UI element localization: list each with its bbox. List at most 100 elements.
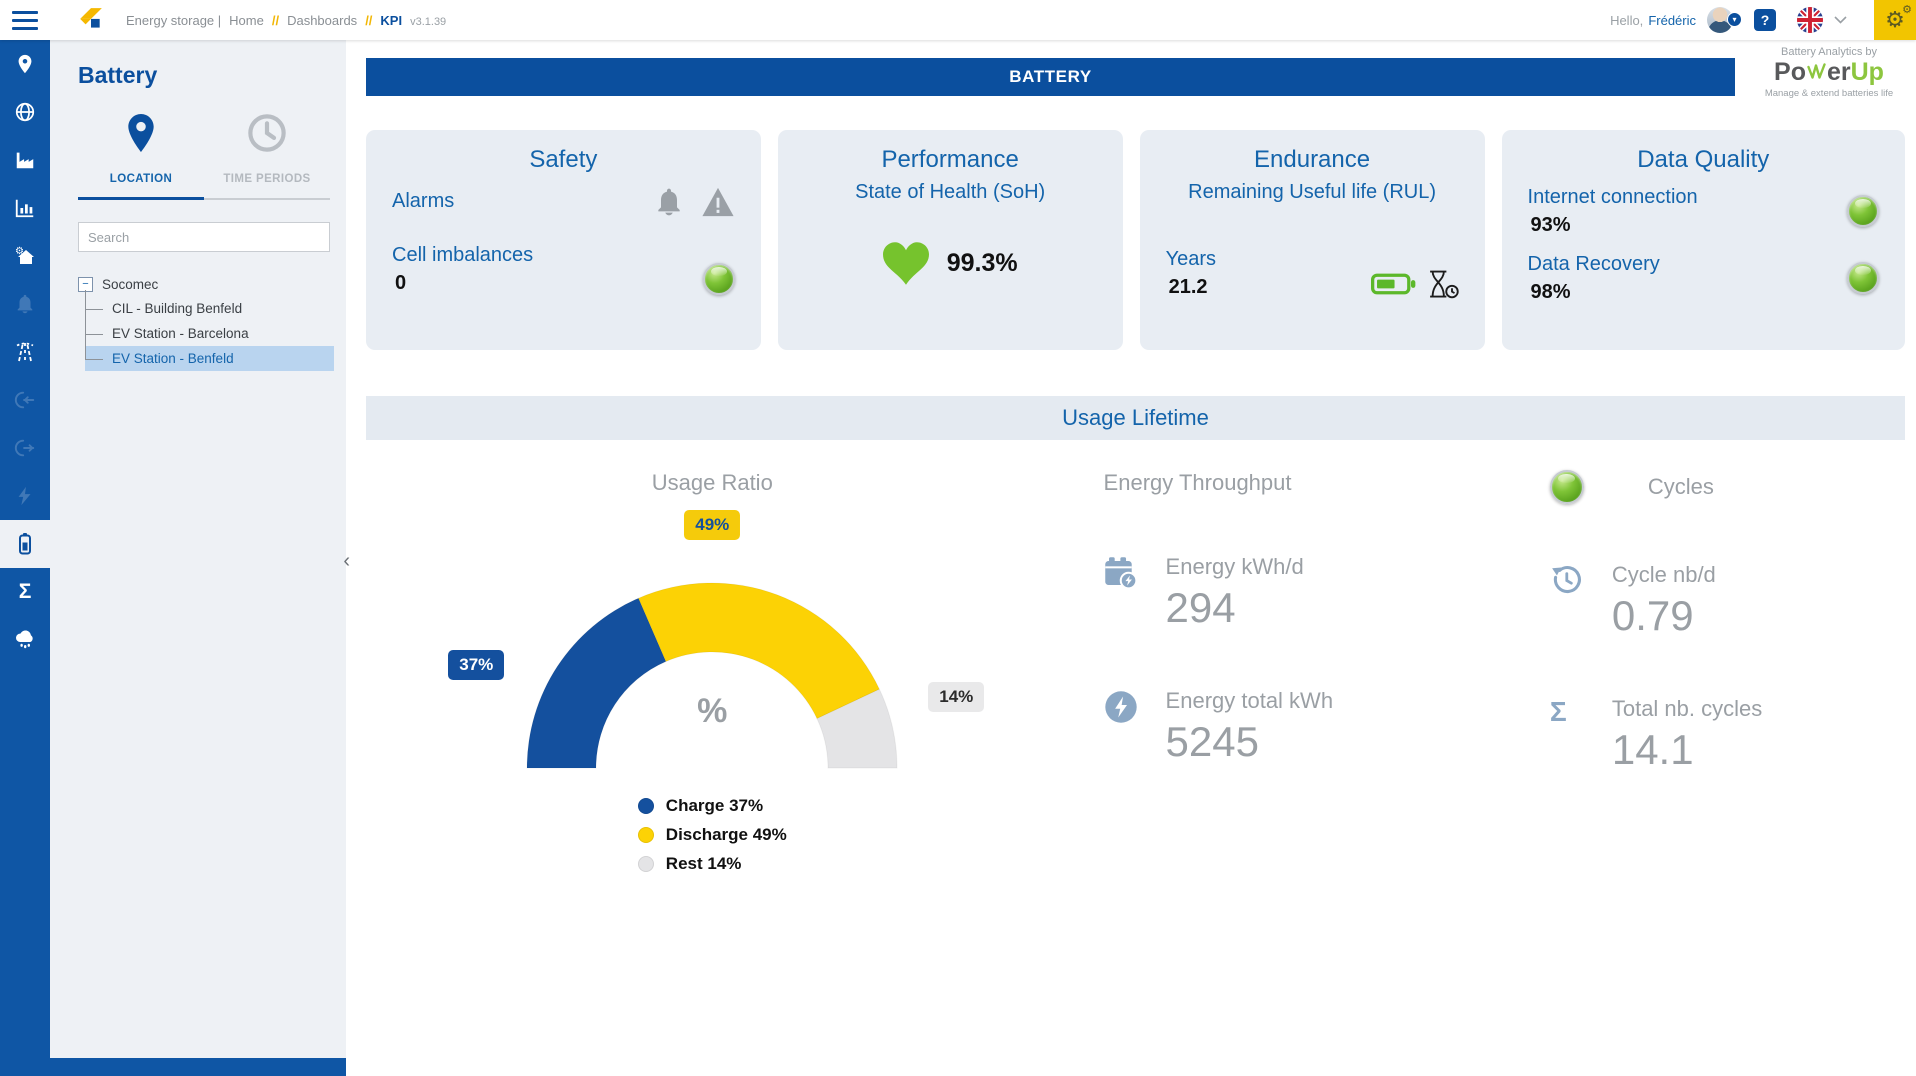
- alarm-bell-icon: [658, 188, 680, 216]
- cycles-section: Cycles Cycle nb/d 0.79: [1505, 469, 1905, 881]
- usage-ratio-gauge: 49% 37% 14% %: [448, 509, 985, 778]
- language-chevron-down-icon[interactable]: [1834, 16, 1847, 24]
- user-avatar[interactable]: ▾: [1707, 7, 1742, 33]
- main-content: BATTERY Battery Analytics by Po er Up Mana…: [346, 40, 1916, 1076]
- help-icon[interactable]: ?: [1754, 9, 1776, 31]
- years-value: 21.2: [1168, 275, 1208, 298]
- sidebar-item-rain-cloud-icon[interactable]: [0, 616, 50, 664]
- health-heart-icon: [882, 241, 929, 285]
- soh-value: 99.3%: [946, 248, 1018, 277]
- years-label: Years: [1165, 247, 1217, 270]
- energy-total-metric: Energy total kWh 5245: [1104, 688, 1505, 764]
- endurance-card: Endurance Remaining Useful life (RUL) Ye…: [1139, 129, 1485, 350]
- legend-item-rest: Rest 14%: [637, 852, 787, 876]
- charge-legend-dot: [637, 797, 654, 814]
- endurance-title: Endurance: [1254, 145, 1371, 173]
- sidebar-item-globe-icon[interactable]: [0, 88, 50, 136]
- legend-item-charge: Charge 37%: [637, 794, 787, 818]
- breadcrumb-separator: //: [365, 12, 373, 28]
- sidebar-item-factory-icon[interactable]: [0, 136, 50, 184]
- clock-icon: [204, 107, 330, 159]
- soh-label: State of Health (SoH): [855, 180, 1046, 203]
- sidebar-item-road-icon[interactable]: [0, 328, 50, 376]
- powerup-brand: Battery Analytics by Po er Up Manage & ext…: [1753, 46, 1905, 99]
- tree-item-cil-building-benfeld[interactable]: CIL - Building Benfeld: [85, 290, 334, 321]
- cycles-status-led: [1549, 469, 1584, 504]
- socomec-logo: [78, 7, 104, 33]
- settings-gears-icon[interactable]: ⚙ ⚙: [1874, 0, 1916, 40]
- internet-status-led: [1847, 195, 1879, 228]
- rest-percentage-badge: 14%: [928, 681, 985, 712]
- top-bar: Energy storage | Home // Dashboards // K…: [0, 0, 1916, 40]
- sigma-icon: Σ: [1549, 695, 1567, 727]
- sidebar-item-sigma-icon[interactable]: Σ: [18, 580, 32, 603]
- sidebar-item-bar-chart-icon[interactable]: [0, 184, 50, 232]
- performance-card: Performance State of Health (SoH) 99.3%: [777, 129, 1123, 350]
- data-quality-card: Data Quality Internet connection 93% Dat…: [1501, 129, 1905, 350]
- sidebar-item-battery-icon[interactable]: [0, 520, 50, 568]
- gauge-unit-label: %: [697, 691, 728, 730]
- gauge-segment-discharge: [638, 582, 881, 720]
- legend-item-discharge: Discharge 49%: [637, 823, 787, 847]
- search-input[interactable]: [78, 222, 330, 252]
- sidebar-item-lightning-icon[interactable]: [0, 472, 50, 520]
- safety-card: Safety Alarms Cell imbalances 0: [366, 129, 761, 350]
- discharge-percentage-badge: 49%: [684, 509, 741, 540]
- app-version: v3.1.39: [410, 15, 447, 28]
- gauge-segment-rest: [816, 688, 898, 769]
- svg-text:⚙: ⚙: [15, 246, 24, 257]
- icon-sidebar: ⚙: [0, 40, 50, 1076]
- panel-tabs: LOCATION TIME PERIODS: [78, 107, 330, 200]
- warning-triangle-icon: [702, 187, 734, 216]
- uk-flag-icon[interactable]: [1797, 7, 1823, 33]
- panel-title: Battery: [78, 62, 158, 88]
- discharge-legend-dot: [637, 826, 654, 843]
- rul-label: Remaining Useful life (RUL): [1188, 180, 1436, 203]
- energy-per-day-metric: Energy kWh/d 294: [1104, 554, 1505, 630]
- tree-item-ev-station-benfeld[interactable]: EV Station - Benfeld: [85, 340, 334, 371]
- breadcrumb-home[interactable]: Home: [229, 12, 264, 28]
- cycles-title: Cycles: [1647, 473, 1714, 499]
- breadcrumb-kpi[interactable]: KPI: [380, 12, 403, 28]
- gauge-chart: [526, 582, 898, 769]
- gauge-legend: Charge 37% Discharge 49% Rest 14%: [637, 794, 787, 876]
- tab-location[interactable]: LOCATION: [78, 107, 204, 200]
- gauge-segment-charge: [526, 597, 667, 769]
- breadcrumb-dashboards[interactable]: Dashboards: [287, 12, 358, 28]
- panel-footer-bar: [50, 1058, 346, 1076]
- sidebar-item-bell-icon[interactable]: [0, 280, 50, 328]
- location-pin-icon: [78, 107, 204, 159]
- data-quality-title: Data Quality: [1637, 145, 1770, 173]
- cell-imbalances-value: 0: [395, 271, 407, 294]
- tree-item-ev-station-barcelona[interactable]: EV Station - Barcelona: [85, 315, 334, 346]
- data-recovery-value: 98%: [1530, 280, 1571, 303]
- alarms-label: Alarms: [392, 190, 455, 213]
- cell-imbalances-label: Cell imbalances: [392, 243, 534, 266]
- energy-throughput-section: Energy Throughput Ene: [1059, 470, 1505, 881]
- performance-title: Performance: [881, 145, 1019, 173]
- lightning-circle-icon: [1104, 691, 1137, 723]
- sidebar-item-logout-arrow-icon[interactable]: [0, 424, 50, 472]
- usage-ratio-section: Usage Ratio 49% 37% 14% % Charge 37% Di: [366, 470, 1059, 881]
- filter-panel: Battery LOCATION TIME PERIODS: [50, 40, 350, 1076]
- energy-throughput-title: Energy Throughput: [1103, 469, 1292, 495]
- charge-percentage-badge: 37%: [448, 649, 505, 680]
- calendar-energy-icon: [1104, 557, 1137, 590]
- internet-connection-value: 93%: [1530, 213, 1571, 236]
- rest-legend-dot: [637, 855, 654, 872]
- battery-banner: BATTERY: [366, 58, 1735, 96]
- breadcrumb-separator: //: [271, 12, 280, 28]
- data-recovery-label: Data Recovery: [1527, 252, 1660, 275]
- battery-level-icon: [1370, 273, 1415, 295]
- panel-collapse-handle[interactable]: ‹: [343, 550, 350, 572]
- tree-root-socomec[interactable]: − Socomec: [78, 272, 334, 296]
- breadcrumb: Energy storage | Home // Dashboards // K…: [126, 13, 446, 28]
- safety-title: Safety: [529, 145, 598, 173]
- hamburger-menu-icon[interactable]: [0, 10, 50, 30]
- sidebar-item-location-pin-icon[interactable]: [0, 40, 50, 88]
- tab-time-periods[interactable]: TIME PERIODS: [204, 107, 330, 198]
- sidebar-item-home-settings-icon[interactable]: ⚙: [0, 232, 50, 280]
- cell-imbalances-status-led: [702, 262, 735, 295]
- tree-root-label: Socomec: [102, 276, 159, 292]
- sidebar-item-login-arrow-icon[interactable]: [0, 376, 50, 424]
